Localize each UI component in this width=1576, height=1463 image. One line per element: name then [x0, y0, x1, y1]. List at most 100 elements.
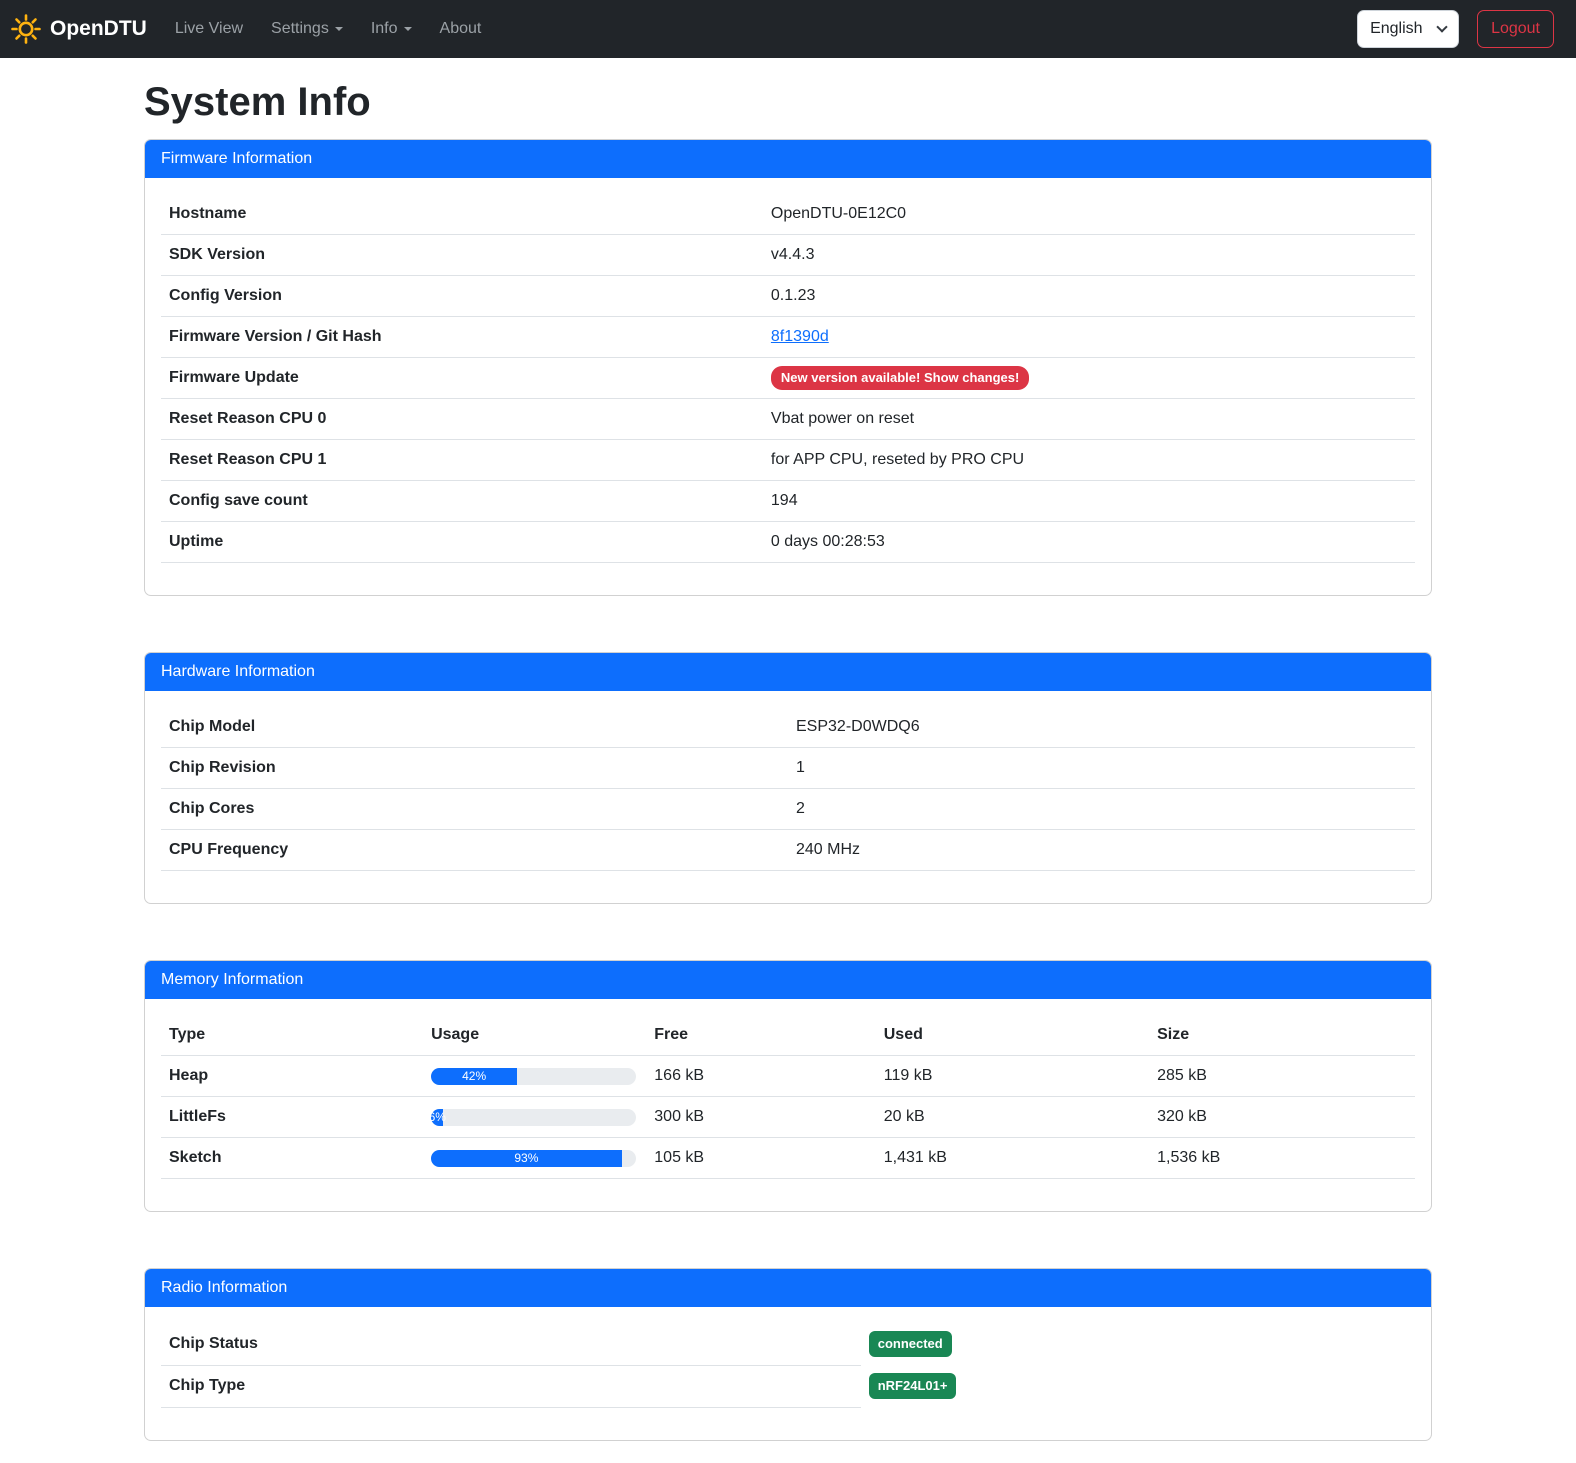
firmware-row-label: Uptime	[161, 521, 763, 563]
card-radio-body: Chip Status connected Chip Type nRF24L01…	[145, 1307, 1431, 1440]
config-save-count-value: 194	[762, 480, 1415, 522]
table-row: Chip Status connected	[161, 1323, 1415, 1366]
nav-links: Live View Settings Info About	[161, 12, 496, 46]
language-select-value: English	[1370, 20, 1423, 37]
hardware-table: Chip Model ESP32-D0WDQ6 Chip Revision 1 …	[161, 707, 1415, 871]
logout-button[interactable]: Logout	[1477, 10, 1554, 48]
progress-label: 6%	[428, 1110, 446, 1124]
hardware-row-label: Chip Model	[161, 707, 788, 748]
chip-cores-value: 2	[788, 788, 1415, 830]
card-radio-information: Radio Information Chip Status connected …	[144, 1268, 1432, 1441]
chip-model-value: ESP32-D0WDQ6	[788, 707, 1415, 748]
brand-link[interactable]: OpenDTU	[10, 13, 147, 45]
reset-reason-cpu1-value: for APP CPU, reseted by PRO CPU	[762, 439, 1415, 481]
nav-item-live-view[interactable]: Live View	[174, 20, 244, 37]
config-version-value: 0.1.23	[762, 275, 1415, 317]
sketch-usage-progressbar: 93%	[431, 1149, 637, 1167]
chip-type-cell: nRF24L01+	[861, 1365, 1415, 1407]
firmware-row-label: Firmware Update	[161, 357, 763, 399]
radio-row-label: Chip Status	[161, 1323, 861, 1366]
nav-item-info[interactable]: Info	[357, 12, 426, 46]
table-row: Chip Revision 1	[161, 747, 1415, 789]
nav-item-settings-label: Settings	[271, 20, 329, 37]
git-hash-link[interactable]: 8f1390d	[770, 328, 829, 345]
heap-used-value: 119 kB	[875, 1055, 1150, 1097]
heap-size-value: 285 kB	[1149, 1055, 1415, 1097]
card-firmware-body: Hostname OpenDTU-0E12C0 SDK Version v4.4…	[145, 178, 1431, 595]
hostname-value: OpenDTU-0E12C0	[762, 194, 1415, 235]
sketch-usage-cell: 93%	[423, 1137, 647, 1179]
card-memory-information: Memory Information Type Usage Free Used …	[144, 960, 1432, 1212]
caret-down-icon	[403, 27, 412, 31]
memory-table: Type Usage Free Used Size Heap 42%	[161, 1015, 1415, 1179]
card-hardware-header: Hardware Information	[145, 653, 1431, 691]
littlefs-free-value: 300 kB	[646, 1096, 876, 1138]
sketch-used-value: 1,431 kB	[875, 1137, 1150, 1179]
heap-free-value: 166 kB	[646, 1055, 876, 1097]
progress-label: 93%	[514, 1151, 539, 1165]
radio-row-label: Chip Type	[161, 1365, 861, 1408]
table-row: Chip Type nRF24L01+	[161, 1365, 1415, 1408]
uptime-value: 0 days 00:28:53	[762, 521, 1415, 563]
heap-usage-cell: 42%	[423, 1055, 647, 1097]
table-row: Chip Model ESP32-D0WDQ6	[161, 707, 1415, 748]
memory-row-label: Sketch	[161, 1137, 424, 1179]
language-select[interactable]: English	[1357, 10, 1460, 48]
firmware-row-label: Firmware Version / Git Hash	[161, 316, 763, 358]
littlefs-usage-cell: 6%	[423, 1096, 647, 1138]
table-row: Firmware Version / Git Hash 8f1390d	[161, 316, 1415, 358]
brand-label: OpenDTU	[50, 17, 147, 40]
main-content: System Info Firmware Information Hostnam…	[144, 58, 1432, 1441]
navbar: OpenDTU Live View Settings Info About En…	[0, 0, 1576, 58]
nav-item-about[interactable]: About	[439, 20, 482, 37]
table-row: Hostname OpenDTU-0E12C0	[161, 194, 1415, 235]
new-version-badge[interactable]: New version available! Show changes!	[770, 366, 1030, 390]
git-hash-cell: 8f1390d	[762, 316, 1415, 358]
table-row: CPU Frequency 240 MHz	[161, 829, 1415, 871]
sdk-version-value: v4.4.3	[762, 234, 1415, 276]
chip-status-badge: connected	[868, 1331, 952, 1357]
table-row: Config Version 0.1.23	[161, 275, 1415, 317]
navbar-right: English Logout	[1357, 10, 1554, 48]
memory-col-used: Used	[875, 1015, 1150, 1056]
heap-usage-progressbar: 42%	[431, 1067, 637, 1085]
hardware-row-label: CPU Frequency	[161, 829, 788, 871]
table-row: Sketch 93% 105 kB 1,431 kB 1,536 kB	[161, 1137, 1415, 1179]
caret-down-icon	[334, 27, 343, 31]
firmware-row-label: Config save count	[161, 480, 763, 522]
hardware-row-label: Chip Revision	[161, 747, 788, 789]
memory-row-label: Heap	[161, 1055, 424, 1097]
card-firmware-header: Firmware Information	[145, 140, 1431, 178]
card-hardware-information: Hardware Information Chip Model ESP32-D0…	[144, 652, 1432, 904]
table-header-row: Type Usage Free Used Size	[161, 1015, 1415, 1056]
littlefs-usage-progressbar: 6%	[428, 1108, 637, 1126]
chip-revision-value: 1	[788, 747, 1415, 789]
littlefs-used-value: 20 kB	[875, 1096, 1150, 1138]
memory-col-size: Size	[1149, 1015, 1415, 1056]
memory-col-type: Type	[161, 1015, 424, 1056]
card-firmware-information: Firmware Information Hostname OpenDTU-0E…	[144, 139, 1432, 596]
reset-reason-cpu0-value: Vbat power on reset	[762, 398, 1415, 440]
hardware-row-label: Chip Cores	[161, 788, 788, 830]
table-row: Reset Reason CPU 1 for APP CPU, reseted …	[161, 439, 1415, 481]
sketch-free-value: 105 kB	[646, 1137, 876, 1179]
page-title: System Info	[144, 80, 371, 124]
table-row: Chip Cores 2	[161, 788, 1415, 830]
cpu-frequency-value: 240 MHz	[788, 829, 1415, 871]
chip-type-badge: nRF24L01+	[868, 1373, 957, 1399]
firmware-row-label: SDK Version	[161, 234, 763, 276]
table-row: Firmware Update New version available! S…	[161, 357, 1415, 399]
card-radio-header: Radio Information	[145, 1269, 1431, 1307]
firmware-row-label: Hostname	[161, 194, 763, 235]
table-row: Uptime 0 days 00:28:53	[161, 521, 1415, 563]
littlefs-size-value: 320 kB	[1149, 1096, 1415, 1138]
nav-item-info-label: Info	[370, 20, 398, 37]
nav-item-settings[interactable]: Settings	[257, 12, 357, 46]
chevron-down-icon	[1436, 21, 1448, 33]
memory-col-usage: Usage	[423, 1015, 647, 1056]
firmware-row-label: Config Version	[161, 275, 763, 317]
chip-status-cell: connected	[861, 1323, 1415, 1365]
table-row: Heap 42% 166 kB 119 kB 285 kB	[161, 1055, 1415, 1097]
progress-label: 42%	[462, 1069, 487, 1083]
radio-table: Chip Status connected Chip Type nRF24L01…	[161, 1323, 1415, 1408]
